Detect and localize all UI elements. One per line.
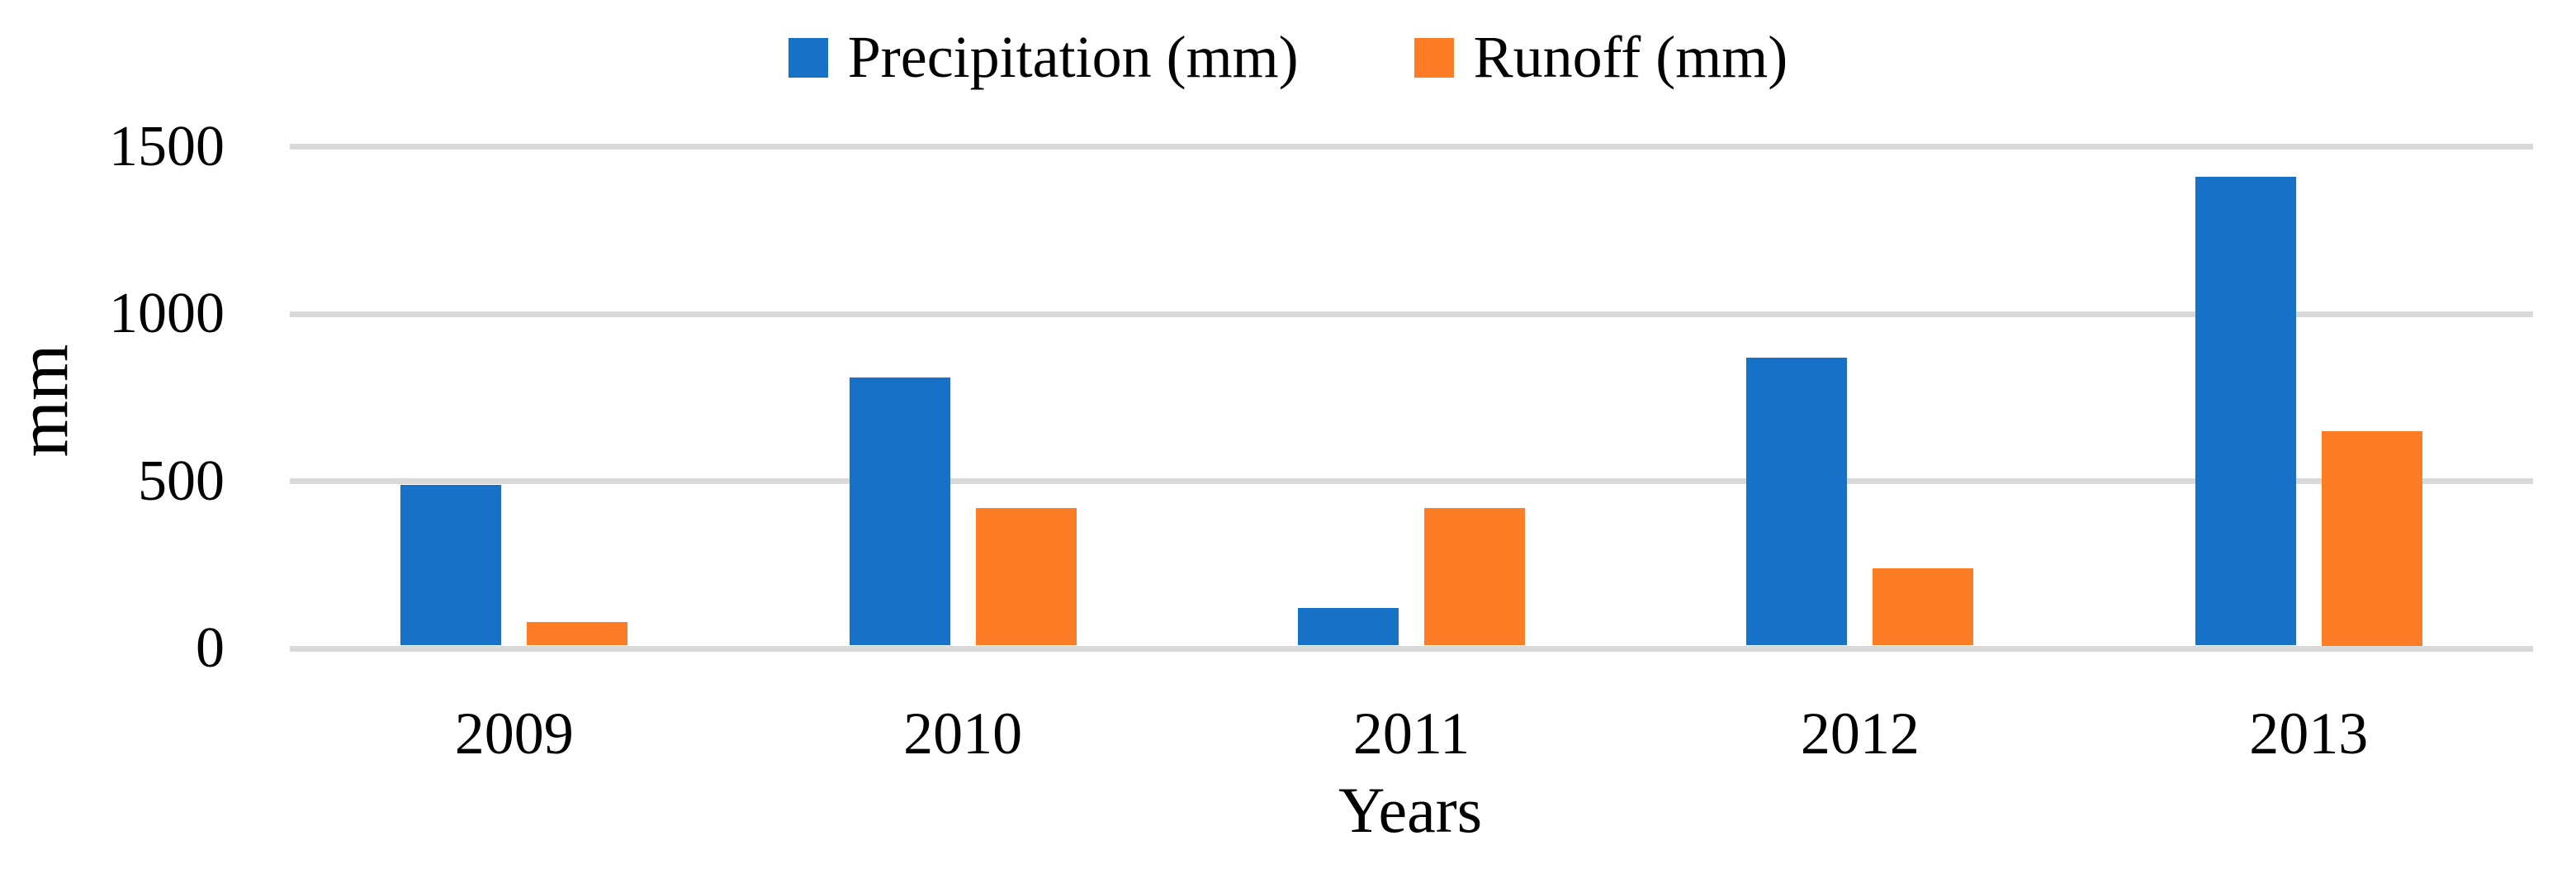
x-tick-2012: 2012 <box>1800 700 1920 767</box>
bar-runoff-2009 <box>527 621 628 646</box>
legend-label-runoff: Runoff (mm) <box>1473 24 1788 90</box>
y-tick-1500: 1500 <box>109 114 225 178</box>
bar-runoff-2011 <box>1424 507 1525 646</box>
y-tick-500: 500 <box>138 449 225 513</box>
gridline-1500 <box>290 144 2533 150</box>
bar-runoff-2013 <box>2321 430 2422 646</box>
bar-precipitation-2009 <box>400 484 502 646</box>
legend-label-precipitation: Precipitation (mm) <box>847 24 1299 90</box>
bar-precipitation-2010 <box>849 377 950 646</box>
chart-legend: Precipitation (mm) Runoff (mm) <box>0 24 2576 90</box>
x-tick-2009: 2009 <box>454 700 574 767</box>
gridline-500 <box>290 478 2533 484</box>
x-axis-title: Years <box>1338 774 1483 846</box>
legend-swatch-runoff-icon <box>1413 37 1454 78</box>
legend-item-precipitation: Precipitation (mm) <box>788 24 1299 90</box>
legend-swatch-precipitation-icon <box>788 37 828 78</box>
bar-precipitation-2012 <box>1746 357 1848 646</box>
x-tick-2010: 2010 <box>903 700 1023 767</box>
bar-precipitation-2013 <box>2195 176 2296 646</box>
x-tick-2011: 2011 <box>1352 700 1470 767</box>
bar-runoff-2010 <box>975 507 1077 646</box>
legend-item-runoff: Runoff (mm) <box>1413 24 1788 90</box>
y-axis-title: mm <box>3 344 83 458</box>
gridline-1000 <box>290 311 2533 317</box>
bar-runoff-2012 <box>1873 567 1974 646</box>
gridline-0 <box>290 645 2533 652</box>
bar-precipitation-2011 <box>1298 608 1399 646</box>
y-tick-1000: 1000 <box>109 282 225 345</box>
x-tick-2013: 2013 <box>2249 700 2369 767</box>
y-tick-0: 0 <box>196 616 225 680</box>
